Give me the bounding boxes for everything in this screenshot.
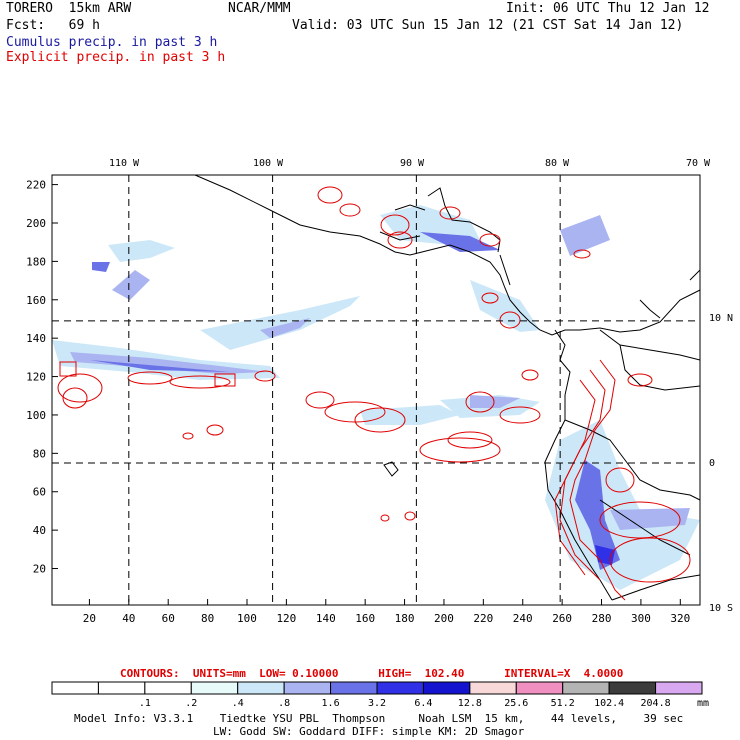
- x-axis-ticks: 20 40 60 80 100 120 140 160 180 200 220 240 260 280 30…: [83, 599, 690, 625]
- y-tick-label: 160: [26, 294, 46, 307]
- x-tick-label: 160: [355, 612, 375, 625]
- colorbar-swatch: [376, 681, 424, 695]
- x-tick-label: 260: [552, 612, 572, 625]
- field-label-explicit: Explicit precip. in past 3 h: [6, 50, 226, 65]
- forecast-hour: Fcst: 69 h: [6, 18, 100, 33]
- model-info: Model Info: V3.3.1 Tiedtke YSU PBL Thomp…: [74, 712, 684, 725]
- x-tick-label: 320: [670, 612, 690, 625]
- y-tick-label: 80: [33, 447, 46, 460]
- colorbar-label: 102.4: [594, 698, 624, 709]
- precip-map: 20 40 60 80 100 120 140 160 180 200 220 240 260 280 30…: [26, 158, 733, 625]
- lat-label: 10 N: [709, 313, 733, 324]
- colorbar-swatch: [237, 681, 285, 695]
- field-label-cumulus: Cumulus precip. in past 3 h: [6, 35, 218, 50]
- colorbar-swatch: [51, 681, 99, 695]
- valid-time: Valid: 03 UTC Sun 15 Jan 12 (21 CST Sat …: [292, 18, 684, 33]
- colorbar-label: .4: [232, 698, 244, 709]
- y-tick-label: 20: [33, 563, 46, 576]
- x-tick-label: 120: [276, 612, 296, 625]
- colorbar-label: 51.2: [551, 698, 575, 709]
- x-tick-label: 300: [631, 612, 651, 625]
- x-tick-label: 180: [395, 612, 415, 625]
- physics-info: LW: Godd SW: Goddard DIFF: simple KM: 2D…: [213, 725, 525, 738]
- y-tick-label: 180: [26, 255, 46, 268]
- colorbar-label: 3.2: [368, 698, 386, 709]
- y-tick-label: 120: [26, 371, 46, 384]
- contour-info: CONTOURS: UNITS=mm LOW= 0.10000 HIGH= 10…: [120, 667, 624, 680]
- organization-label: NCAR/MMM: [228, 1, 291, 16]
- colorbar-label: 12.8: [458, 698, 482, 709]
- lat-label: 0: [709, 458, 715, 469]
- y-tick-label: 140: [26, 332, 46, 345]
- colorbar-swatch: [515, 681, 564, 695]
- colorbar-labels: .1 .2 .4 .8 1.6 3.2 6.4 12.8 25.6 51.2 102.4 204.8: [139, 698, 671, 709]
- lon-label: 70 W: [686, 158, 711, 169]
- colorbar-label: .2: [185, 698, 197, 709]
- x-tick-label: 60: [162, 612, 175, 625]
- colorbar-label: 25.6: [504, 698, 528, 709]
- longitude-labels: 110 W 100 W 90 W 80 W 70 W: [109, 158, 711, 169]
- x-tick-label: 40: [122, 612, 135, 625]
- coastlines: [194, 174, 701, 601]
- colorbar-label: 204.8: [641, 698, 671, 709]
- colorbar-swatch: [562, 681, 610, 695]
- colorbar: .1.2.4.8 1.6 3.2 6.4 12.8 25.6 51.2 102.4 204.8 …: [51, 681, 709, 709]
- model-title: TORERO 15km ARW: [6, 1, 132, 16]
- x-tick-label: 280: [592, 612, 612, 625]
- y-tick-label: 220: [26, 179, 46, 192]
- lon-label: 80 W: [545, 158, 570, 169]
- colorbar-swatches: [51, 681, 703, 695]
- lat-lon-grid: [52, 175, 700, 605]
- x-tick-label: 240: [513, 612, 533, 625]
- x-tick-label: 220: [473, 612, 493, 625]
- x-tick-label: 140: [316, 612, 336, 625]
- colorbar-swatch: [190, 681, 239, 695]
- colorbar-swatch: [655, 681, 703, 695]
- lon-label: 100 W: [253, 158, 284, 169]
- colorbar-swatch: [469, 681, 517, 695]
- x-tick-label: 100: [237, 612, 257, 625]
- colorbar-swatch: [283, 681, 332, 695]
- colorbar-swatch: [97, 681, 146, 695]
- y-tick-label: 40: [33, 524, 46, 537]
- colorbar-label: .1: [139, 698, 151, 709]
- cumulus-precip-shading: [52, 205, 700, 590]
- colorbar-swatch: [422, 681, 471, 695]
- colorbar-swatch: [330, 681, 378, 695]
- y-tick-label: 100: [26, 409, 46, 422]
- colorbar-label: .8: [278, 698, 290, 709]
- colorbar-swatch: [144, 681, 192, 695]
- y-tick-label: 60: [33, 486, 46, 499]
- init-time: Init: 06 UTC Thu 12 Jan 12: [506, 1, 710, 16]
- explicit-precip-contours: [57, 186, 691, 601]
- y-axis-ticks: 20 40 60 80 100 120 140 160 180 200 220: [26, 179, 58, 576]
- y-tick-label: 200: [26, 217, 46, 230]
- latitude-labels: 10 N 0 10 S: [709, 313, 733, 614]
- plot-frame: [51, 174, 701, 606]
- x-tick-label: 20: [83, 612, 96, 625]
- colorbar-label: 6.4: [414, 698, 432, 709]
- x-tick-label: 80: [201, 612, 214, 625]
- colorbar-label: 1.6: [322, 698, 340, 709]
- lon-label: 110 W: [109, 158, 140, 169]
- colorbar-swatch: [608, 681, 657, 695]
- lon-label: 90 W: [400, 158, 425, 169]
- colorbar-unit: mm: [697, 698, 709, 709]
- lat-label: 10 S: [709, 603, 733, 614]
- x-tick-label: 200: [434, 612, 454, 625]
